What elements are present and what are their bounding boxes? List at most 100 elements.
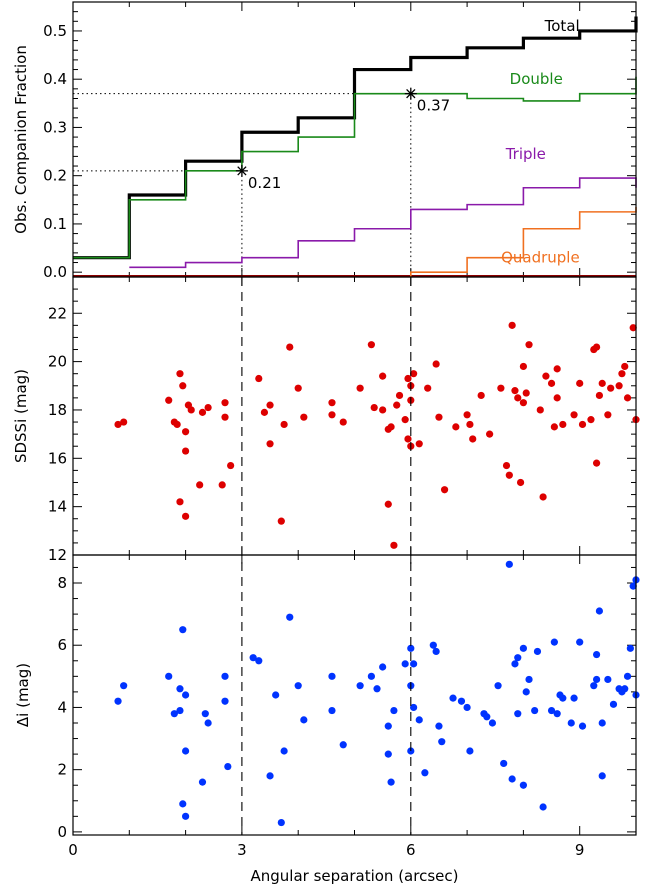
y-tick-label: 8 [57,574,67,592]
data-point [604,675,612,684]
x-tick-label: 3 [237,841,247,859]
data-point [508,321,516,329]
data-point [598,772,606,780]
data-point [592,650,601,659]
data-point [488,719,497,727]
data-point [429,641,437,649]
data-point [224,762,232,771]
data-point [384,750,392,758]
y-tick-label: 20 [48,353,67,371]
annotation-label: 0.21 [248,174,281,192]
data-point [370,403,378,412]
data-point [615,382,623,390]
data-point [505,471,513,479]
data-point [384,500,392,508]
data-point [629,582,637,590]
data-point [120,682,128,690]
data-point [384,722,392,730]
series-line-quadruple [410,207,637,277]
data-point [404,374,412,383]
data-point [514,710,522,718]
data-point [511,387,519,395]
data-point [567,719,575,727]
data-point [286,613,294,621]
data-point [578,420,587,429]
data-point [407,644,415,652]
data-point [339,741,347,749]
data-point [401,660,409,668]
data-point [500,759,508,768]
series-line-triple [129,177,637,269]
data-point [435,722,443,730]
data-point [179,626,187,634]
data-point [204,403,212,412]
data-point [114,697,122,705]
y-tick-label: 6 [57,636,67,654]
data-point [187,406,195,414]
y-tick-label: 12 [48,546,67,564]
data-point [277,517,285,525]
data-point [497,384,505,392]
data-point [609,700,618,708]
data-point [477,391,485,400]
data-point [595,607,604,615]
data-point [182,691,190,699]
data-point [221,697,229,705]
data-point [553,365,561,373]
data-point [550,638,558,646]
y-tick-label: 0.1 [43,215,67,233]
data-point [514,654,522,662]
data-point [280,420,288,429]
data-point [559,420,567,429]
y-tick-label: 0.0 [43,263,67,281]
y-axis-title: SDSSi (mag) [12,369,30,463]
data-point [519,781,528,789]
data-point [120,418,128,426]
data-point [328,411,336,419]
data-point [328,706,336,715]
data-point [486,430,494,438]
data-point [165,672,173,680]
shared-reference-lines [241,277,412,835]
data-point [204,719,212,727]
panel-sdssi-magnitude: 12 14 16 18 20 22 SDSSi (mag) [12,276,640,564]
data-point [525,675,533,684]
panel-frame [72,554,637,836]
data-point [410,660,418,668]
data-point [621,362,629,371]
data-point [590,682,598,690]
panel-delta-i-magnitude: 0 2 4 6 8 Δi (mag) 0 3 6 9 Angular separation (arc… [14,555,640,885]
panel-frame [72,276,637,556]
data-point [114,420,122,429]
data-point [533,647,542,656]
data-point [595,391,604,400]
data-point [440,486,449,494]
data-point [539,493,547,501]
panel-frames [72,1,637,836]
y-tick-label: 18 [48,401,67,419]
data-point [539,803,547,811]
data-point [452,423,460,431]
annotation-star-marker [235,164,248,177]
y-tick-label: 0.4 [43,70,67,88]
data-point [435,413,443,421]
data-point [432,360,440,368]
x-tick-label: 9 [575,841,585,859]
y-tick-label: 0.2 [43,167,67,185]
y-tick-label: 22 [48,304,67,322]
data-point [201,710,209,718]
data-point [182,512,190,520]
data-point [266,772,274,780]
data-point [415,440,423,448]
y-axis-title: Δi (mag) [14,663,32,727]
data-point [249,654,257,662]
data-point [621,685,629,693]
data-point [379,406,387,414]
data-point [373,685,381,693]
data-point [508,775,516,783]
data-point [626,644,634,652]
data-point [432,647,440,656]
data-point [221,413,229,421]
data-point [547,706,556,715]
data-point [542,372,550,380]
